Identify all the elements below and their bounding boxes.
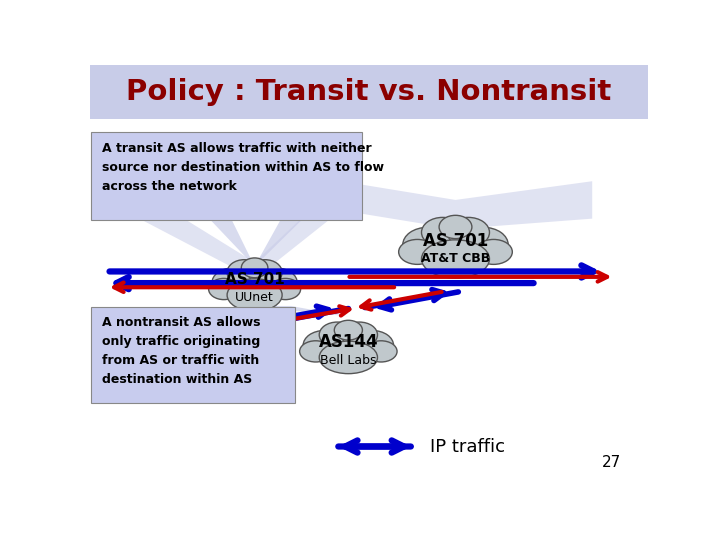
FancyBboxPatch shape bbox=[91, 132, 362, 220]
Ellipse shape bbox=[351, 330, 394, 360]
FancyBboxPatch shape bbox=[90, 65, 648, 119]
Polygon shape bbox=[174, 181, 255, 266]
FancyBboxPatch shape bbox=[90, 119, 648, 481]
Ellipse shape bbox=[474, 239, 513, 265]
Ellipse shape bbox=[341, 322, 377, 348]
Ellipse shape bbox=[439, 215, 472, 239]
Ellipse shape bbox=[421, 218, 464, 247]
Text: AS144: AS144 bbox=[318, 333, 378, 351]
Ellipse shape bbox=[241, 258, 268, 278]
Text: AS 701: AS 701 bbox=[225, 272, 284, 287]
Ellipse shape bbox=[447, 218, 490, 247]
Polygon shape bbox=[124, 181, 593, 279]
Text: A nontransit AS allows
only traffic originating
from AS or traffic with
destinat: A nontransit AS allows only traffic orig… bbox=[102, 316, 261, 386]
Ellipse shape bbox=[248, 260, 282, 285]
Ellipse shape bbox=[399, 239, 436, 265]
Ellipse shape bbox=[227, 279, 282, 311]
Text: AS 701: AS 701 bbox=[423, 232, 488, 249]
Ellipse shape bbox=[227, 260, 261, 285]
Polygon shape bbox=[246, 306, 348, 316]
Ellipse shape bbox=[212, 268, 252, 298]
Ellipse shape bbox=[418, 225, 494, 275]
Ellipse shape bbox=[224, 266, 285, 308]
Ellipse shape bbox=[300, 341, 332, 362]
Ellipse shape bbox=[421, 240, 490, 278]
Text: Bell Labs: Bell Labs bbox=[320, 354, 377, 367]
Ellipse shape bbox=[209, 279, 239, 300]
Polygon shape bbox=[255, 181, 341, 266]
Text: A transit AS allows traffic with neither
source nor destination within AS to flo: A transit AS allows traffic with neither… bbox=[102, 141, 384, 193]
Text: UUnet: UUnet bbox=[235, 291, 274, 304]
Text: 27: 27 bbox=[602, 455, 621, 470]
Ellipse shape bbox=[315, 328, 381, 371]
Text: AT&T CBB: AT&T CBB bbox=[421, 253, 490, 266]
Ellipse shape bbox=[258, 268, 297, 298]
Ellipse shape bbox=[402, 227, 452, 262]
Ellipse shape bbox=[303, 330, 346, 360]
Ellipse shape bbox=[459, 227, 508, 262]
Ellipse shape bbox=[365, 341, 397, 362]
Ellipse shape bbox=[319, 322, 356, 348]
Ellipse shape bbox=[270, 279, 301, 300]
Ellipse shape bbox=[334, 320, 362, 340]
Text: IP traffic: IP traffic bbox=[431, 437, 505, 456]
Text: Policy : Transit vs. Nontransit: Policy : Transit vs. Nontransit bbox=[127, 78, 611, 106]
FancyBboxPatch shape bbox=[91, 307, 295, 403]
Ellipse shape bbox=[319, 341, 377, 374]
